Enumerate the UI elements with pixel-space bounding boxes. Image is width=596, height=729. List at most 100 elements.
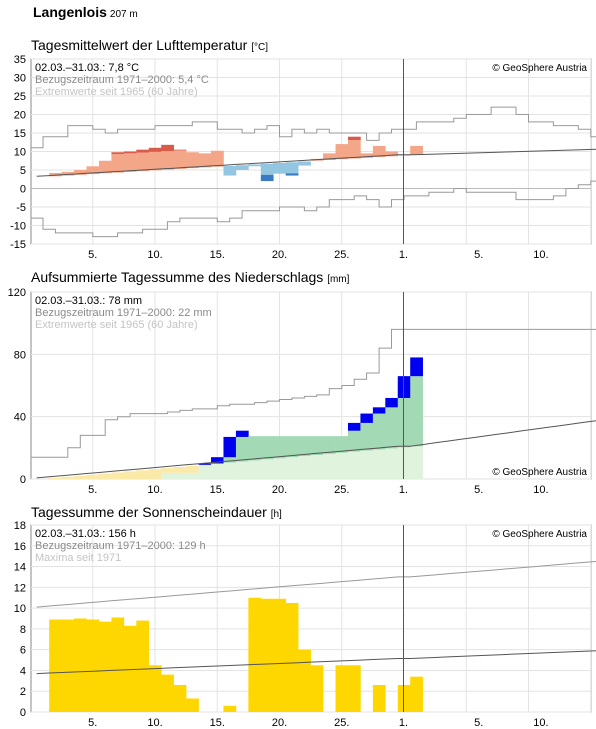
info-extremes: Maxima seit 1971 xyxy=(35,552,121,564)
precip-deficit-fill xyxy=(49,477,62,479)
sunshine-bar xyxy=(98,621,112,712)
precip-normal-fill xyxy=(260,459,274,479)
temperature-bar-above xyxy=(136,152,150,172)
x-tick-label: 25. xyxy=(334,249,349,261)
precip-normal-fill xyxy=(198,464,212,479)
y-tick-label: 12 xyxy=(14,582,26,594)
temperature-bar-below xyxy=(285,162,299,174)
extreme-max-line xyxy=(30,328,596,458)
sunshine-panel-title: Tagessumme der Sonnenscheindauer [h] xyxy=(31,504,282,520)
info-reference: Bezugszeitraum 1971–2000: 129 h xyxy=(35,540,206,552)
sunshine-bar xyxy=(260,598,274,712)
x-tick-label: 10. xyxy=(147,484,162,496)
precip-daily-increment xyxy=(223,436,237,458)
precip-excess-fill xyxy=(285,436,299,458)
y-tick-label: -10 xyxy=(10,221,26,233)
sunshine-bar xyxy=(123,625,137,712)
info-reference: Bezugszeitraum 1971–2000: 5,4 °C xyxy=(35,74,209,86)
temperature-bar-above xyxy=(335,144,349,160)
sunshine-unit: [h] xyxy=(270,509,282,520)
temperature-bar-below xyxy=(223,165,237,176)
x-tick-label: 20. xyxy=(272,249,287,261)
precip-excess-fill xyxy=(410,362,423,447)
temperature-bar-above xyxy=(397,155,411,156)
maximum-line xyxy=(36,560,596,608)
precip-normal-fill xyxy=(273,458,287,479)
y-tick-label: 10 xyxy=(14,603,26,615)
y-tick-label: 80 xyxy=(14,349,26,361)
precip-daily-increment xyxy=(385,397,399,408)
temperature-bar-above xyxy=(161,151,174,170)
sunshine-bar xyxy=(223,705,237,712)
precip-normal-fill xyxy=(211,463,224,479)
sunshine-bar xyxy=(397,684,411,712)
temperature-bar-above xyxy=(74,170,87,175)
precip-normal-fill xyxy=(298,456,311,479)
temperature-bar-above xyxy=(186,152,199,169)
precip-normal-fill xyxy=(310,455,324,479)
y-tick-label: 25 xyxy=(14,91,26,103)
x-tick-label: 5. xyxy=(88,249,97,261)
sunshine-bar xyxy=(410,676,423,712)
precip-normal-fill xyxy=(410,446,423,479)
x-tick-label: 1. xyxy=(399,484,408,496)
extreme-max-line xyxy=(30,106,596,149)
precip-daily-increment xyxy=(397,376,411,398)
info-period: 02.03.–31.03.: 78 mm xyxy=(35,295,142,307)
sunshine-bar xyxy=(285,602,299,712)
precip-normal-fill xyxy=(360,450,374,479)
sunshine-bar xyxy=(248,597,262,712)
info-reference: Bezugszeitraum 1971–2000: 22 mm xyxy=(35,307,212,319)
precip-excess-fill xyxy=(335,436,349,453)
temperature-bar-above xyxy=(111,154,125,173)
x-tick-label: 20. xyxy=(272,484,287,496)
temperature-bar-above xyxy=(385,151,399,157)
precip-deficit-fill xyxy=(74,475,87,479)
y-tick-label: 18 xyxy=(14,520,26,532)
x-tick-label: 5. xyxy=(474,249,483,261)
y-tick-label: 0 xyxy=(20,184,26,196)
sunshine-bar xyxy=(186,698,199,712)
precip-normal-fill xyxy=(323,453,336,479)
precip-excess-fill xyxy=(347,428,361,452)
copyright: © GeoSphere Austria xyxy=(492,529,587,540)
y-tick-label: 14 xyxy=(14,562,26,574)
sunshine-bar xyxy=(49,619,62,712)
precip-normal-fill xyxy=(223,462,237,479)
x-tick-label: 10. xyxy=(147,249,162,261)
temperature-bar-above xyxy=(148,151,162,171)
sunshine-bar xyxy=(273,598,287,712)
precip-normal-fill xyxy=(248,460,262,479)
x-tick-label: 10. xyxy=(533,717,548,729)
precipitation-unit: [mm] xyxy=(327,274,350,285)
temperature-bar-strong-above xyxy=(173,149,187,151)
precip-daily-increment xyxy=(410,357,423,377)
info-extremes: Extremwerte seit 1965 (60 Jahre) xyxy=(35,86,198,98)
precip-deficit-fill xyxy=(148,469,162,479)
x-tick-label: 20. xyxy=(272,717,287,729)
extreme-min-line xyxy=(30,180,596,238)
copyright: © GeoSphere Austria xyxy=(492,467,587,478)
temperature-title: Tagesmittelwert der Lufttemperatur xyxy=(31,37,248,53)
normal-cumulative-line xyxy=(36,420,596,479)
info-period: 02.03.–31.03.: 7,8 °C xyxy=(35,62,139,74)
y-tick-label: 20 xyxy=(14,110,26,122)
temperature-bar-above xyxy=(198,153,212,168)
temperature-bar-above xyxy=(98,160,112,174)
precip-normal-fill xyxy=(161,472,174,479)
y-tick-label: 5 xyxy=(20,165,26,177)
y-tick-label: -5 xyxy=(16,202,26,214)
precip-deficit-fill xyxy=(136,470,150,479)
precip-deficit-fill xyxy=(61,476,75,479)
precip-normal-fill xyxy=(397,447,411,479)
temperature-bar-strong-above xyxy=(161,144,174,152)
sunshine-title: Tagessumme der Sonnenscheindauer xyxy=(31,504,267,520)
precip-daily-increment xyxy=(211,457,224,464)
normal-mean-line xyxy=(36,148,596,177)
x-tick-label: 5. xyxy=(88,717,97,729)
sunshine-bar xyxy=(335,665,349,712)
precip-daily-increment xyxy=(347,422,361,431)
precip-daily-increment xyxy=(360,413,374,423)
temperature-bar-strong-above xyxy=(136,149,150,153)
precip-normal-fill xyxy=(347,451,361,479)
